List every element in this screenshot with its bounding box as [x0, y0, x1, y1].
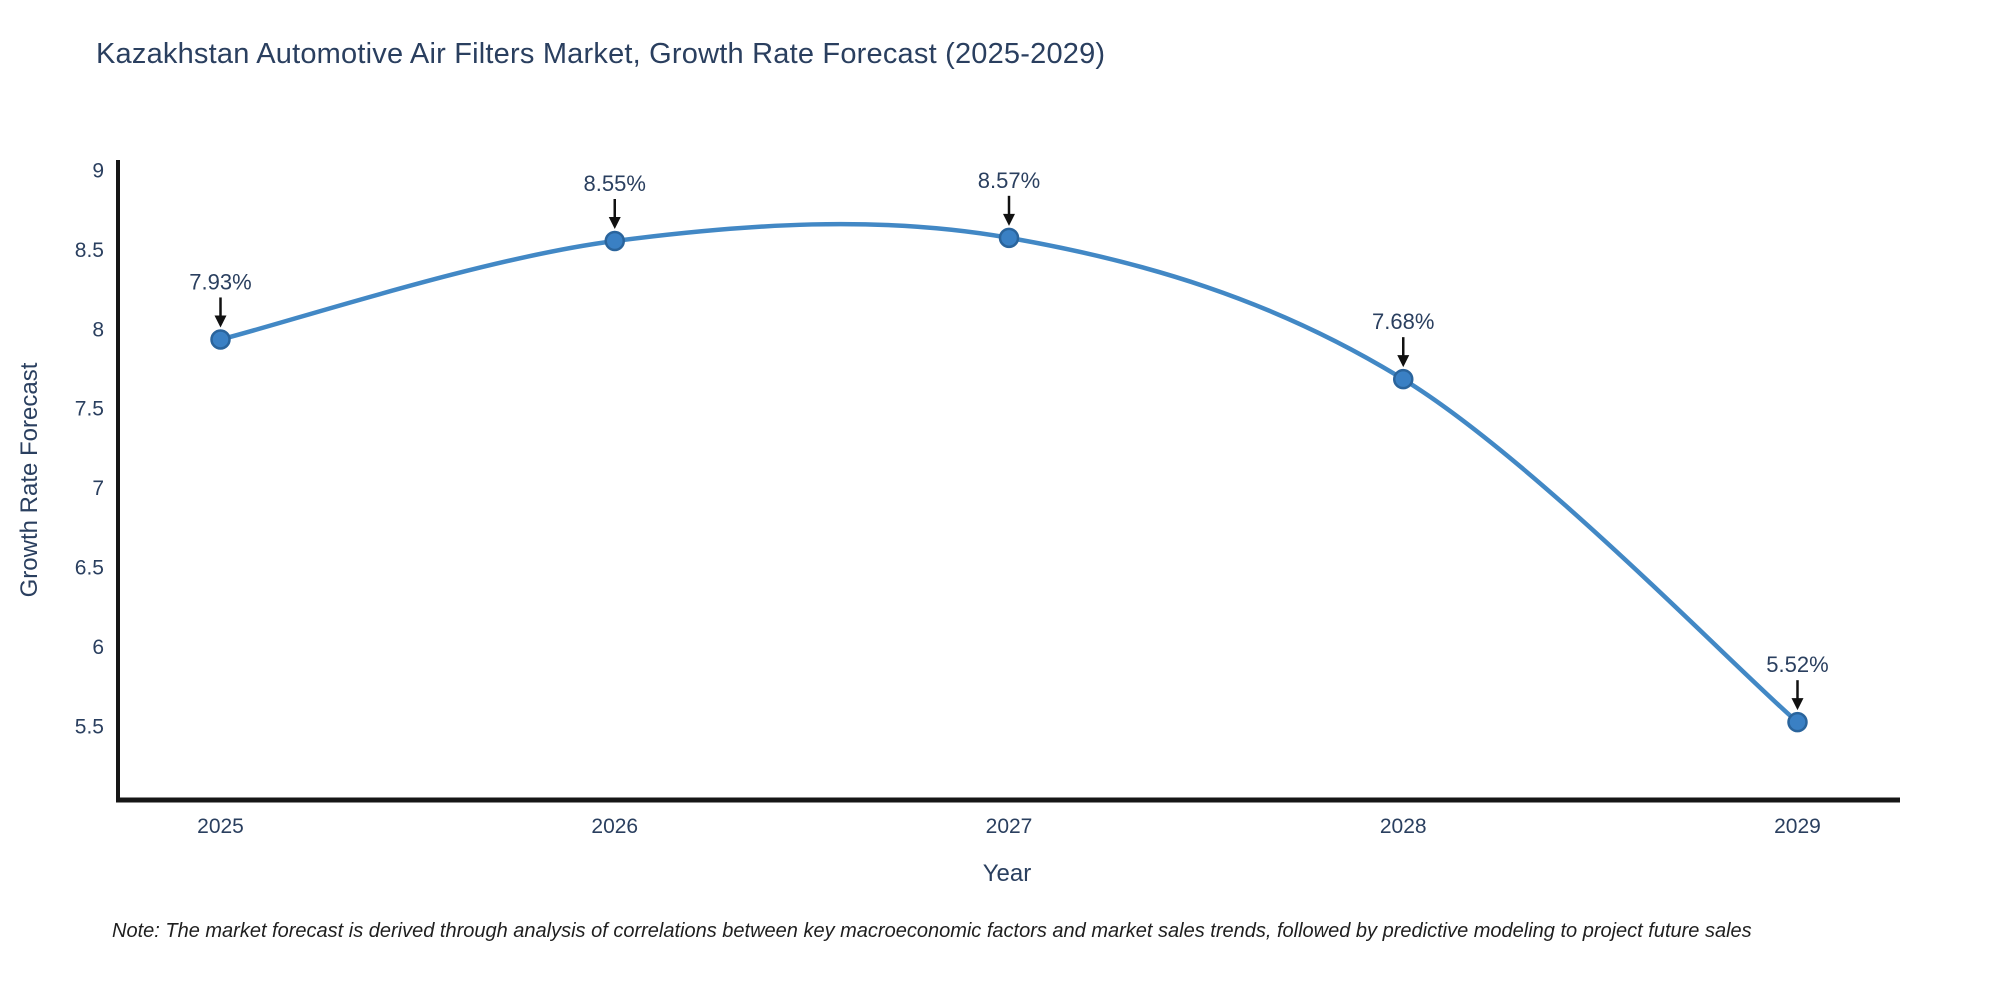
y-tick-label: 8.5 [75, 239, 104, 262]
annotation-arrowhead [214, 315, 227, 328]
y-tick-label: 6.5 [75, 557, 104, 580]
x-tick-label: 2027 [986, 815, 1033, 838]
chart-title: Kazakhstan Automotive Air Filters Market… [96, 38, 1106, 70]
trace-line [218, 221, 1800, 725]
data-point-marker [1787, 711, 1808, 733]
x-tick-label: 2028 [1380, 815, 1427, 838]
annotation-arrowhead [608, 216, 621, 229]
y-tick-label: 5.5 [75, 715, 104, 738]
x-tick-label: 2029 [1774, 815, 1821, 838]
y-tick-label: 7 [92, 477, 104, 500]
data-point-marker [210, 329, 231, 350]
y-tick-label: 8 [92, 318, 104, 341]
x-tick-label: 2025 [197, 815, 244, 838]
annotation-arrowhead [1397, 355, 1410, 368]
annotation-label: 8.57% [978, 168, 1040, 193]
annotation-label: 5.52% [1766, 652, 1828, 677]
annotation-arrowhead [1003, 213, 1015, 226]
y-tick-label: 6 [92, 636, 104, 659]
x-tick-label: 2026 [591, 815, 638, 838]
annotation-label: 7.93% [189, 269, 251, 294]
annotation-label: 7.68% [1372, 309, 1434, 334]
annotation-label: 8.55% [584, 171, 646, 196]
y-tick-label: 7.5 [75, 398, 104, 421]
footnote: Note: The market forecast is derived thr… [112, 920, 1752, 942]
x-axis-title: Year [982, 860, 1032, 887]
data-point-marker [998, 227, 1020, 249]
y-tick-label: 9 [92, 160, 104, 183]
data-point-marker [1392, 368, 1414, 390]
data-point-marker [604, 230, 626, 252]
annotation-arrowhead [1791, 698, 1804, 711]
